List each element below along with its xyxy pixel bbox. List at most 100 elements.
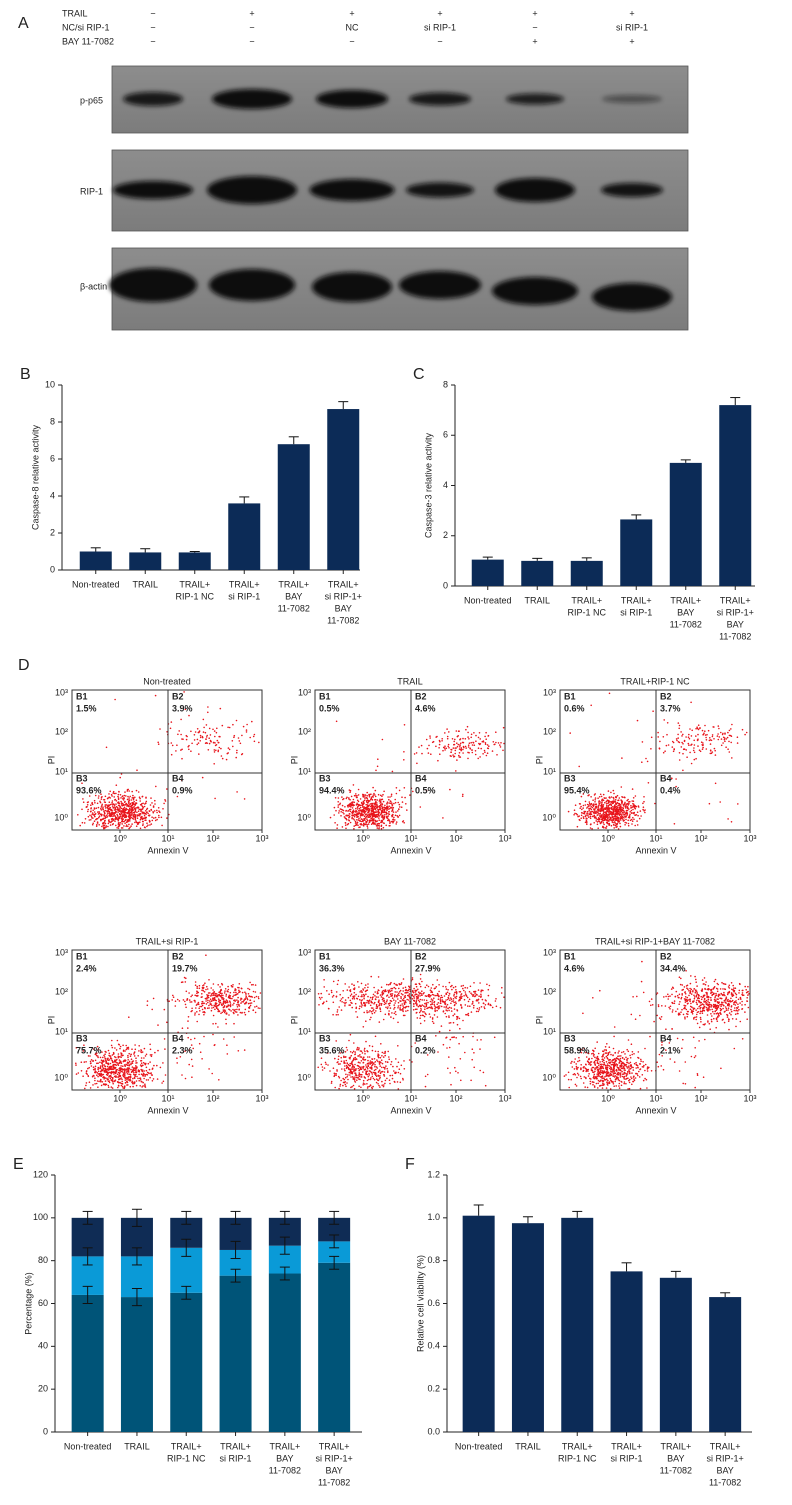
event-dot [121, 810, 124, 812]
event-dot [393, 982, 396, 985]
event-dot [619, 813, 621, 815]
event-dot [88, 1066, 90, 1069]
event-dot [379, 808, 382, 810]
event-dot [567, 810, 570, 813]
panel-label: A [18, 15, 29, 32]
event-dot [113, 812, 115, 814]
event-dot [196, 1020, 198, 1023]
event-dot [387, 1070, 389, 1072]
event-dot [353, 1066, 355, 1068]
event-dot [77, 814, 79, 816]
event-dot [616, 811, 618, 813]
event-dot [139, 815, 141, 817]
event-dot [221, 992, 223, 995]
event-dot [207, 999, 209, 1002]
event-dot [116, 813, 118, 816]
event-dot [143, 826, 146, 828]
event-dot [616, 806, 619, 809]
event-dot [196, 743, 198, 746]
event-dot [127, 1056, 129, 1059]
event-dot [218, 1079, 220, 1081]
event-dot [363, 1049, 366, 1051]
event-dot [112, 1081, 114, 1083]
event-dot [398, 994, 400, 997]
event-dot [400, 993, 403, 995]
event-dot [164, 1074, 167, 1076]
blot-band [207, 176, 297, 204]
event-dot [86, 804, 89, 806]
event-dot [368, 1002, 370, 1005]
event-dot [97, 1066, 100, 1069]
event-dot [218, 1010, 221, 1013]
event-dot [212, 999, 215, 1002]
event-dot [236, 1006, 239, 1008]
event-dot [351, 1051, 354, 1054]
event-dot [120, 1065, 122, 1067]
event-dot [110, 1086, 113, 1088]
event-dot [574, 812, 576, 815]
x-tick-label: si RIP-1+ [316, 1453, 353, 1463]
event-dot [216, 994, 219, 997]
event-dot [356, 822, 358, 824]
event-dot [380, 1043, 382, 1045]
event-dot [229, 1003, 232, 1005]
event-dot [82, 1050, 85, 1052]
event-dot [119, 805, 121, 807]
event-dot [593, 822, 595, 824]
event-dot [346, 804, 349, 807]
event-dot [189, 1001, 191, 1003]
event-dot [622, 819, 624, 821]
event-dot [247, 1002, 250, 1005]
event-dot [209, 992, 211, 994]
event-dot [325, 1063, 327, 1065]
event-dot [202, 984, 204, 987]
panel-label: D [18, 657, 30, 674]
event-dot [588, 809, 590, 811]
event-dot [245, 731, 248, 733]
quadrant-percent: 3.7% [660, 703, 681, 713]
event-dot [104, 1065, 107, 1068]
event-dot [380, 805, 383, 807]
y-tick-label: 4 [443, 480, 448, 490]
event-dot [580, 812, 583, 814]
event-dot [180, 718, 182, 721]
event-dot [141, 1086, 143, 1088]
event-dot [657, 736, 659, 738]
event-dot [203, 1013, 205, 1016]
event-dot [111, 809, 113, 812]
event-dot [446, 728, 448, 730]
event-dot [332, 994, 335, 997]
event-dot [387, 796, 389, 798]
event-dot [363, 1047, 366, 1050]
y-tick-label: 4 [50, 490, 55, 500]
event-dot [697, 724, 700, 726]
event-dot [359, 1078, 361, 1081]
event-dot [115, 803, 117, 805]
event-dot [421, 990, 423, 992]
event-dot [221, 724, 224, 727]
y-tick-label: 6 [443, 430, 448, 440]
event-dot [236, 751, 238, 754]
event-dot [389, 800, 392, 802]
event-dot [85, 1070, 88, 1072]
event-dot [388, 818, 390, 821]
event-dot [214, 735, 216, 738]
event-dot [94, 1059, 97, 1062]
event-dot [588, 816, 590, 818]
event-dot [616, 814, 619, 816]
event-dot [83, 1044, 85, 1046]
event-dot [720, 744, 723, 747]
event-dot [325, 1000, 328, 1003]
event-dot [710, 739, 713, 742]
event-dot [246, 998, 249, 1001]
event-dot [357, 803, 360, 806]
event-dot [240, 987, 243, 990]
event-dot [107, 804, 110, 806]
event-dot [330, 1080, 333, 1083]
event-dot [249, 1004, 252, 1007]
event-dot [386, 1077, 388, 1080]
event-dot [370, 1066, 373, 1069]
error-bar [82, 1210, 93, 1225]
event-dot [140, 808, 142, 811]
event-dot [201, 776, 204, 779]
